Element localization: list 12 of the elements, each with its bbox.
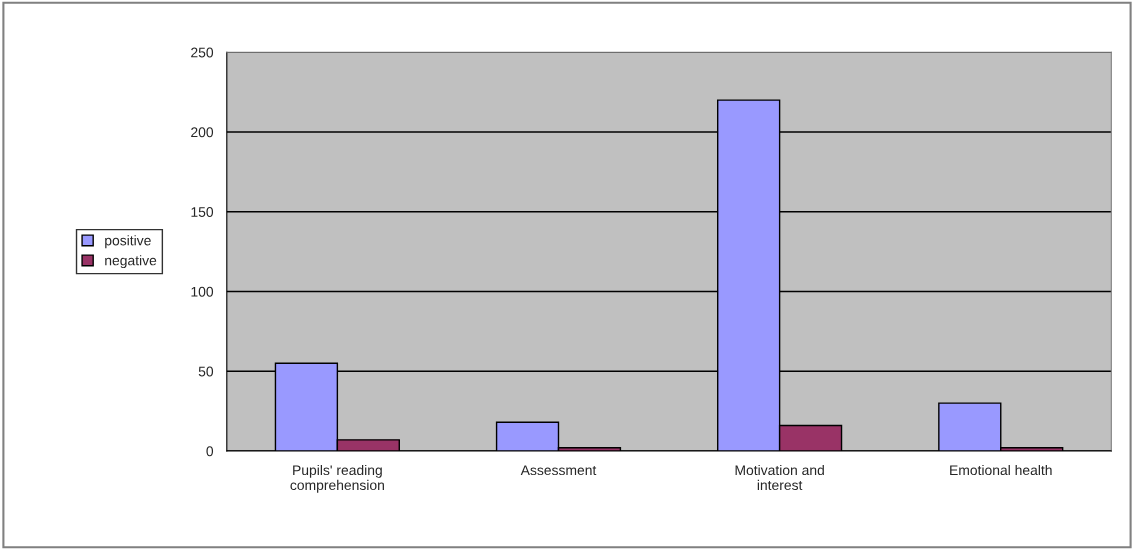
legend-label: positive: [105, 235, 151, 249]
y-tick-label: 150: [191, 207, 214, 217]
y-tick-label: 200: [191, 127, 214, 138]
x-tick-label: Pupils' reading comprehension: [290, 464, 384, 493]
y-tick-label: 0: [206, 446, 214, 457]
y-tick-label: 100: [191, 286, 214, 297]
x-tick-label: Emotional health: [950, 464, 1052, 476]
y-tick-label: 250: [191, 47, 214, 58]
x-tick-label: Assessment: [520, 465, 597, 476]
y-tick-label: 50: [198, 366, 214, 377]
x-tick-label: Motivation and interest: [735, 464, 824, 491]
legend-label: negative: [105, 255, 157, 269]
